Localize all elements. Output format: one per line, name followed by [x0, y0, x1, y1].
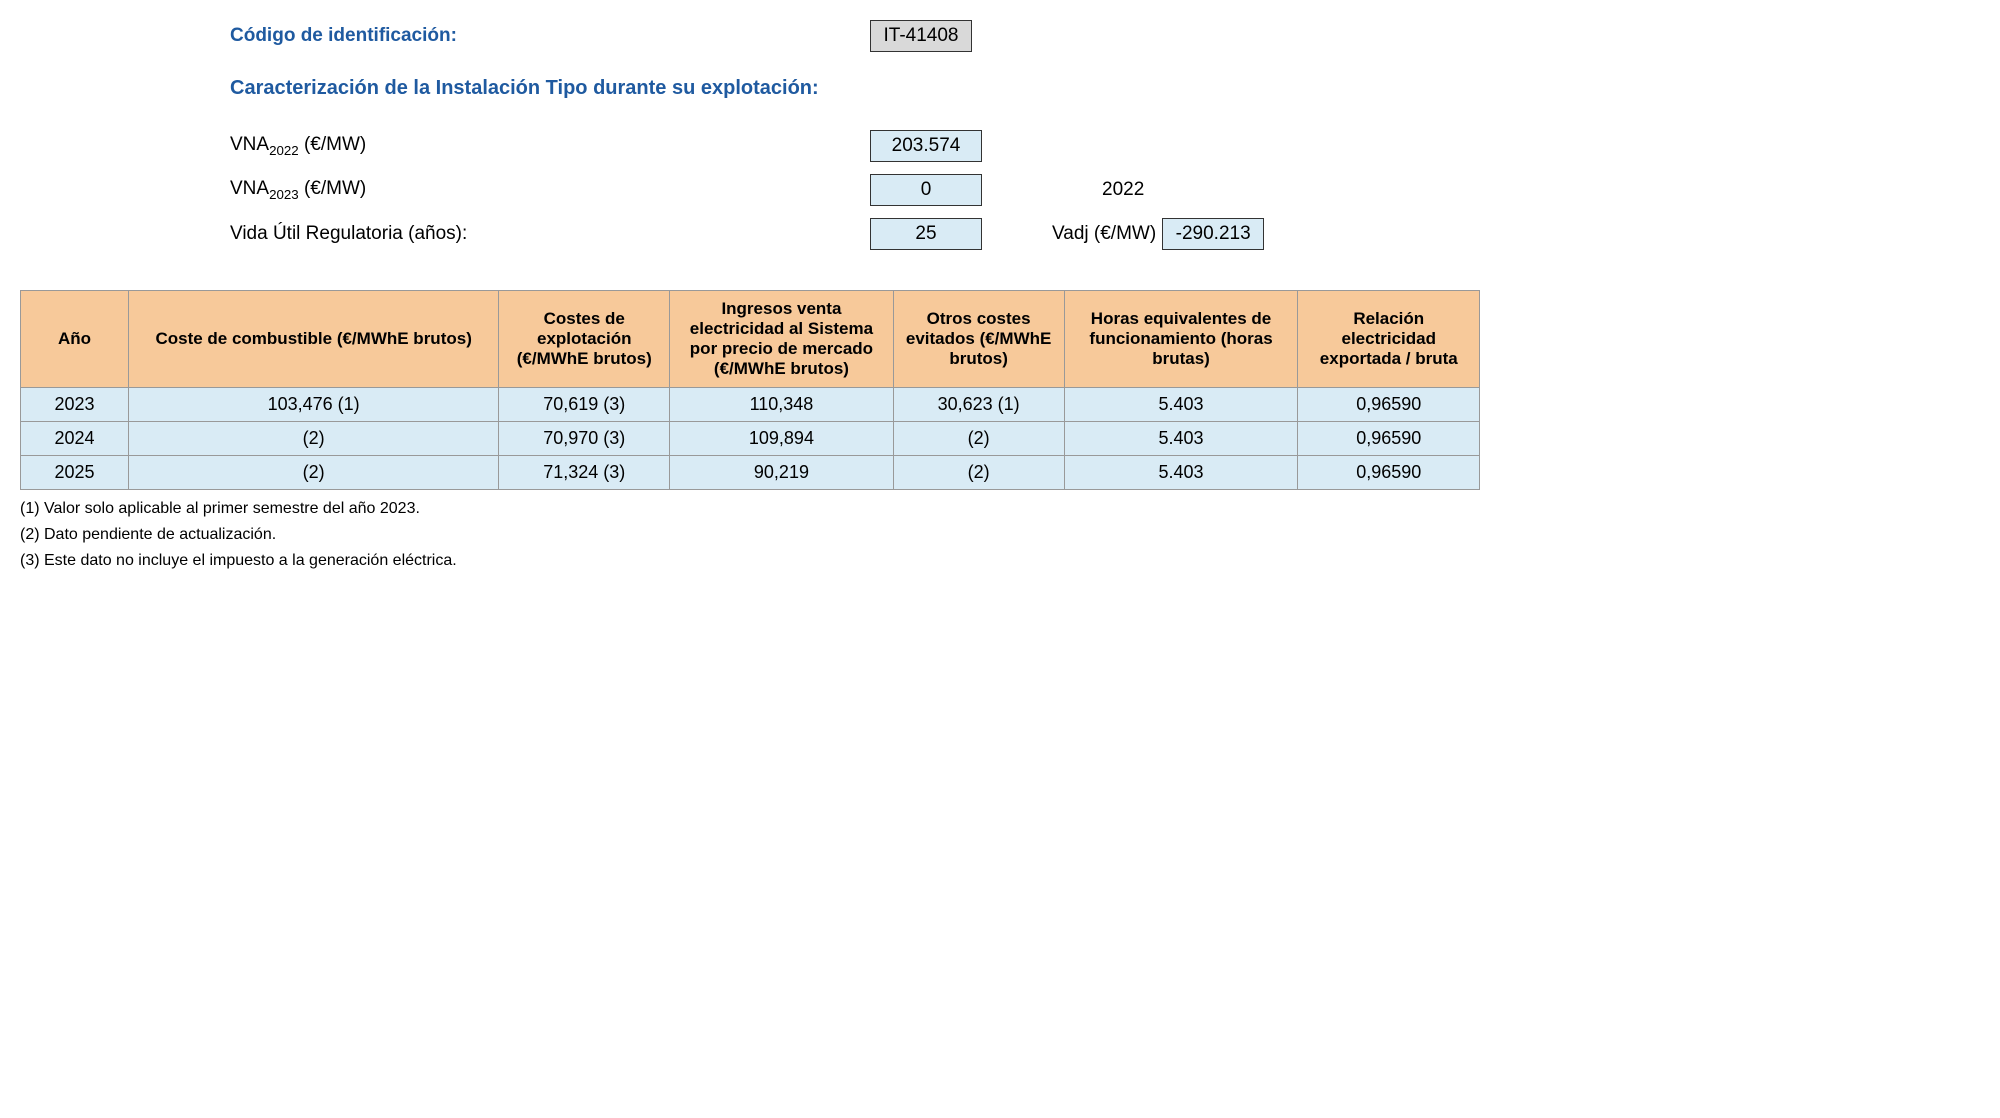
data-table: Año Coste de combustible (€/MWhE brutos)… [20, 290, 1480, 490]
col-horas: Horas equivalentes de funcionamiento (ho… [1064, 291, 1298, 388]
col-rel: Relación electricidad exportada / bruta [1298, 291, 1480, 388]
cell: 103,476 (1) [129, 388, 499, 422]
col-expl: Costes de explotación (€/MWhE brutos) [499, 291, 670, 388]
footnote: (1) Valor solo aplicable al primer semes… [20, 500, 1480, 518]
cell: 2025 [21, 456, 129, 490]
vida-label: Vida Útil Regulatoria (años): [230, 223, 870, 245]
cell: 110,348 [670, 388, 893, 422]
footnote: (2) Dato pendiente de actualización. [20, 526, 1480, 544]
cell: 5.403 [1064, 456, 1298, 490]
cell: 0,96590 [1298, 388, 1480, 422]
year-side: 2022 [1102, 179, 1144, 201]
cell: 70,619 (3) [499, 388, 670, 422]
col-otros: Otros costes evitados (€/MWhE brutos) [893, 291, 1064, 388]
vna2023-value: 0 [870, 174, 982, 206]
cell: 2023 [21, 388, 129, 422]
cell: 5.403 [1064, 422, 1298, 456]
vida-value: 25 [870, 218, 982, 250]
footnote: (3) Este dato no incluye el impuesto a l… [20, 552, 1480, 570]
vna2023-label: VNA2023 (€/MW) [230, 178, 870, 202]
cell: 5.403 [1064, 388, 1298, 422]
col-ano: Año [21, 291, 129, 388]
table-header-row: Año Coste de combustible (€/MWhE brutos)… [21, 291, 1480, 388]
cell: 2024 [21, 422, 129, 456]
vadj-label: Vadj (€/MW) [1052, 223, 1156, 245]
cell: 0,96590 [1298, 422, 1480, 456]
cell: 109,894 [670, 422, 893, 456]
id-label: Código de identificación: [230, 25, 870, 47]
cell: (2) [129, 456, 499, 490]
cell: 90,219 [670, 456, 893, 490]
cell: (2) [893, 422, 1064, 456]
id-value: IT-41408 [870, 20, 972, 52]
cell: 70,970 (3) [499, 422, 670, 456]
vna2022-label: VNA2022 (€/MW) [230, 134, 870, 158]
table-row: 2024 (2) 70,970 (3) 109,894 (2) 5.403 0,… [21, 422, 1480, 456]
cell: (2) [893, 456, 1064, 490]
col-ingr: Ingresos venta electricidad al Sistema p… [670, 291, 893, 388]
col-comb: Coste de combustible (€/MWhE brutos) [129, 291, 499, 388]
cell: 71,324 (3) [499, 456, 670, 490]
table-row: 2025 (2) 71,324 (3) 90,219 (2) 5.403 0,9… [21, 456, 1480, 490]
section-title: Caracterización de la Instalación Tipo d… [230, 77, 819, 100]
vadj-value: -290.213 [1162, 218, 1264, 250]
cell: 0,96590 [1298, 456, 1480, 490]
cell: (2) [129, 422, 499, 456]
table-row: 2023 103,476 (1) 70,619 (3) 110,348 30,6… [21, 388, 1480, 422]
vna2022-value: 203.574 [870, 130, 982, 162]
footnotes: (1) Valor solo aplicable al primer semes… [20, 500, 1480, 570]
cell: 30,623 (1) [893, 388, 1064, 422]
